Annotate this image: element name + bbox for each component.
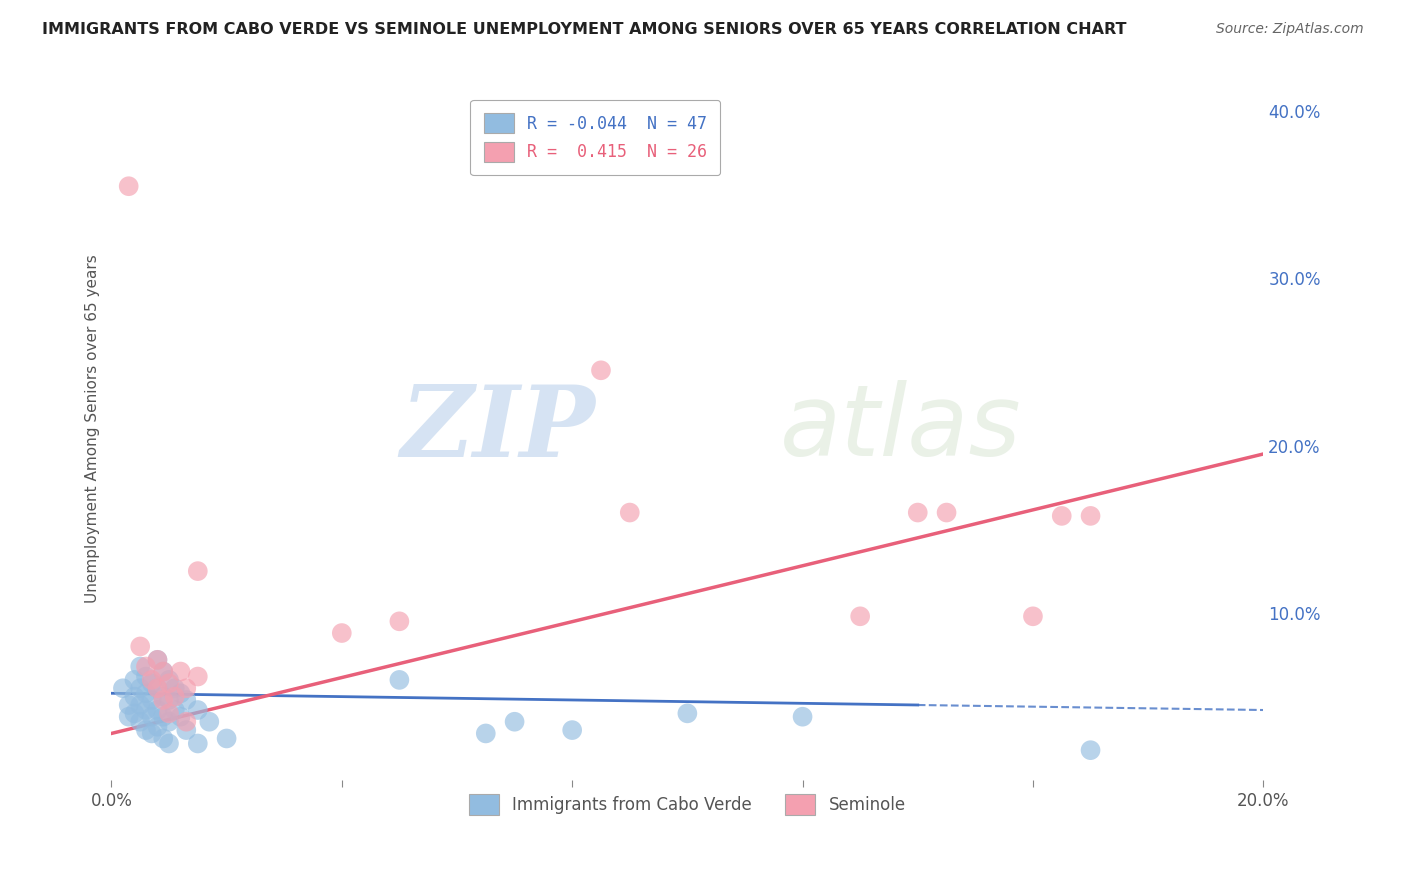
Point (174, 693, 197, 707)
Point (141, 709, 163, 723)
Point (124, 690, 146, 704)
Point (163, 703, 186, 717)
Point (118, 179, 141, 194)
Point (169, 665, 191, 679)
Point (129, 714, 152, 729)
Point (152, 665, 174, 679)
Point (174, 723, 197, 737)
Point (330, 626, 353, 640)
Point (118, 698, 141, 712)
Point (152, 709, 174, 723)
Text: atlas: atlas (779, 380, 1021, 477)
Point (152, 690, 174, 704)
Point (146, 720, 169, 734)
Point (1080, 743, 1102, 757)
Point (561, 723, 583, 737)
Point (135, 669, 157, 683)
Point (141, 726, 163, 740)
Point (388, 615, 411, 629)
Point (907, 506, 929, 520)
Point (187, 669, 209, 683)
Point (157, 714, 180, 729)
Point (124, 673, 146, 687)
Point (124, 706, 146, 721)
Y-axis label: Unemployment Among Seniors over 65 years: Unemployment Among Seniors over 65 years (86, 254, 100, 603)
Point (163, 681, 186, 696)
Point (475, 726, 498, 740)
Point (129, 659, 152, 673)
Point (152, 665, 174, 679)
Point (1022, 609, 1045, 624)
Point (146, 653, 169, 667)
Point (129, 681, 152, 696)
Point (157, 706, 180, 721)
Point (146, 653, 169, 667)
Point (146, 681, 169, 696)
Point (935, 506, 957, 520)
Point (1080, 508, 1102, 523)
Point (129, 640, 152, 654)
Point (215, 731, 238, 746)
Point (619, 506, 641, 520)
Point (141, 676, 163, 690)
Point (792, 709, 814, 723)
Point (676, 706, 699, 721)
Point (157, 737, 180, 751)
Point (157, 676, 180, 690)
Point (503, 714, 526, 729)
Point (1050, 508, 1073, 523)
Point (589, 363, 612, 377)
Text: Source: ZipAtlas.com: Source: ZipAtlas.com (1216, 22, 1364, 37)
Point (135, 723, 157, 737)
Point (187, 564, 209, 578)
Point (152, 693, 174, 707)
Point (157, 673, 180, 687)
Point (118, 709, 141, 723)
Text: IMMIGRANTS FROM CABO VERDE VS SEMINOLE UNEMPLOYMENT AMONG SENIORS OVER 65 YEARS : IMMIGRANTS FROM CABO VERDE VS SEMINOLE U… (42, 22, 1126, 37)
Point (169, 686, 191, 700)
Point (163, 690, 186, 704)
Point (174, 714, 197, 729)
Point (141, 673, 163, 687)
Point (157, 693, 180, 707)
Point (135, 686, 157, 700)
Legend: Immigrants from Cabo Verde, Seminole: Immigrants from Cabo Verde, Seminole (458, 784, 915, 825)
Point (141, 693, 163, 707)
Point (135, 659, 157, 673)
Point (135, 703, 157, 717)
Point (152, 731, 174, 746)
Point (146, 681, 169, 696)
Point (187, 703, 209, 717)
Point (111, 681, 134, 696)
Point (388, 673, 411, 687)
Point (849, 609, 872, 624)
Point (129, 698, 152, 712)
Point (146, 703, 169, 717)
Point (174, 681, 197, 696)
Point (198, 714, 221, 729)
Point (169, 709, 191, 723)
Text: ZIP: ZIP (401, 381, 595, 477)
Point (187, 737, 209, 751)
